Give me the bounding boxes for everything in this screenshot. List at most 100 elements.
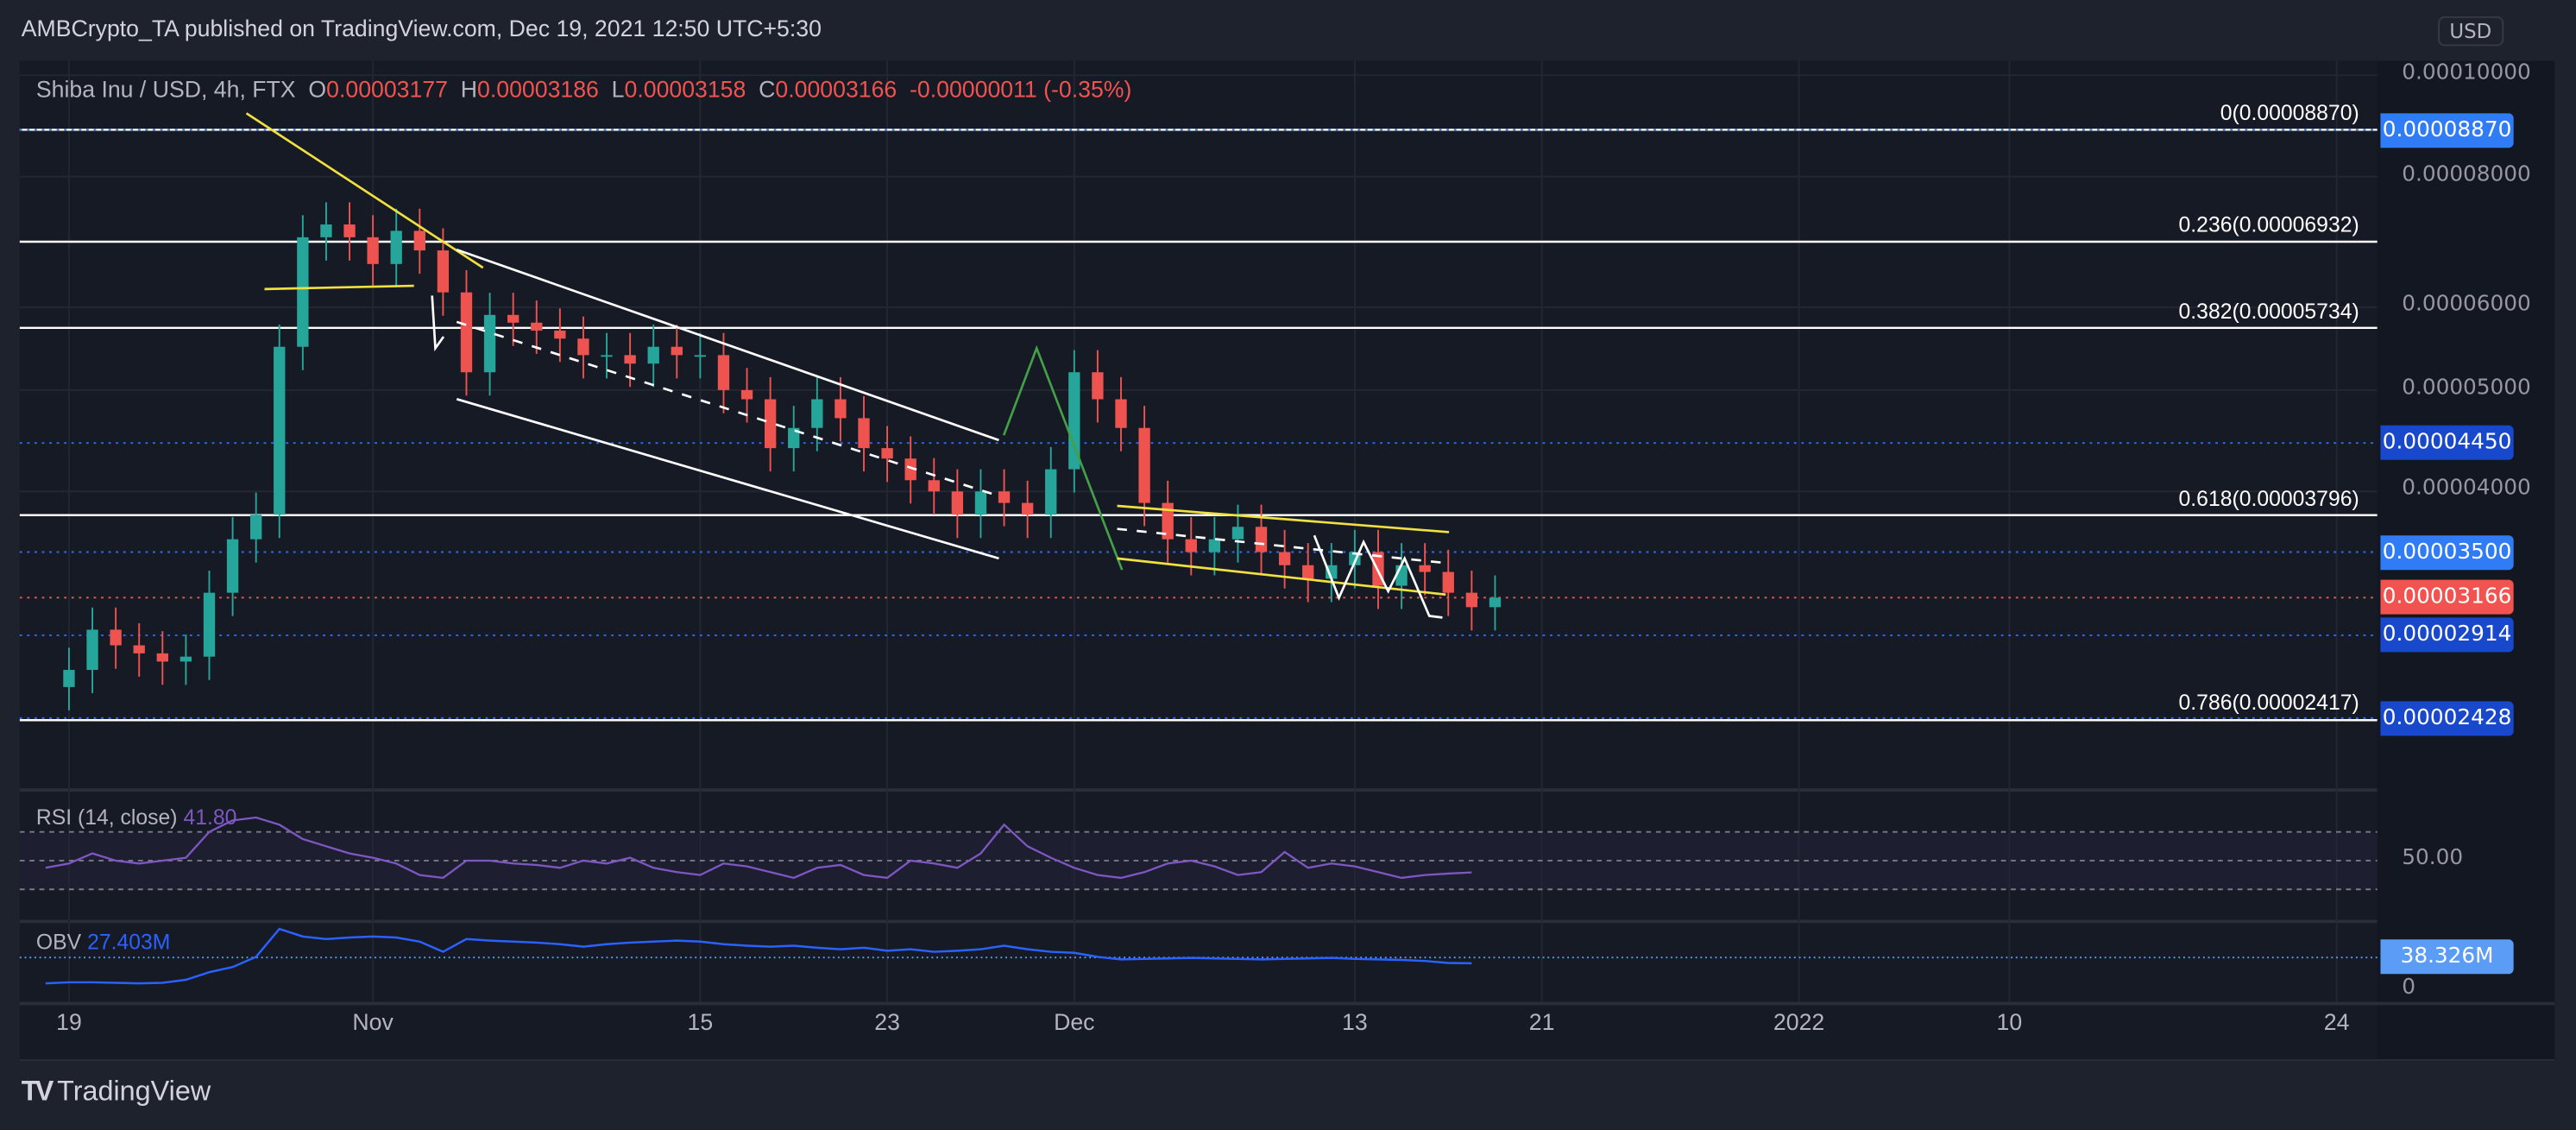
candle-body xyxy=(1068,372,1080,470)
rsi-label: RSI (14, close) xyxy=(35,805,178,830)
rsi-axis-label: 50.00 xyxy=(2402,845,2464,871)
time-axis-label: 2022 xyxy=(1773,1008,1825,1035)
candle-body xyxy=(460,292,473,373)
candle-body xyxy=(740,389,753,400)
time-axis-label: 23 xyxy=(874,1008,900,1035)
candle-body xyxy=(1419,565,1431,572)
price-tick-label: 0.00010000 xyxy=(2402,60,2531,85)
low-label: L xyxy=(611,75,625,102)
pane-separator xyxy=(19,788,2378,792)
candle-body xyxy=(1162,502,1174,540)
arrow-drawing xyxy=(431,295,445,352)
close-label: C xyxy=(759,75,776,102)
time-axis-label: 15 xyxy=(687,1008,714,1035)
candle-body xyxy=(437,250,450,293)
price-tag: 0.00003166 xyxy=(2380,580,2514,616)
price-tick-label: 0.00008000 xyxy=(2402,161,2531,187)
symbol-legend: Shiba Inu / USD, 4h, FTX O0.00003177 H0.… xyxy=(36,76,1132,102)
pane-separator xyxy=(19,1001,2555,1006)
candle-body xyxy=(156,653,168,662)
high-value: 0.00003186 xyxy=(477,75,599,102)
candle-body xyxy=(390,230,402,264)
obv-line xyxy=(45,927,1472,985)
obv-label: OBV xyxy=(35,929,82,955)
time-axis-label: 19 xyxy=(56,1008,82,1035)
time-axis-label: 24 xyxy=(2323,1008,2350,1035)
candle-body xyxy=(1255,527,1268,552)
pane-separator xyxy=(19,919,2378,924)
candle-body xyxy=(624,355,636,364)
candle-body xyxy=(577,338,589,356)
candle-body xyxy=(110,629,122,646)
green-impulse-line xyxy=(1002,344,1124,571)
logo-text: TradingView xyxy=(57,1076,211,1108)
candle-body xyxy=(974,491,987,515)
fib-level-label: 0(0.00008870) xyxy=(2220,100,2359,125)
publish-header: AMBCrypto_TA published on TradingView.co… xyxy=(21,15,822,41)
pane-separator xyxy=(19,1059,2555,1062)
candle-body xyxy=(1045,469,1057,515)
wedge-mid-line xyxy=(1117,527,1450,565)
low-value: 0.00003158 xyxy=(624,75,746,102)
candle-body xyxy=(507,314,520,323)
candle-body xyxy=(647,346,659,364)
candle-body xyxy=(203,592,216,657)
price-tick-label: 0.00006000 xyxy=(2402,292,2531,318)
high-label: H xyxy=(460,75,478,102)
time-axis-label: Dec xyxy=(1054,1008,1095,1035)
yellow-support-line xyxy=(264,284,414,291)
candle-body xyxy=(180,656,192,662)
zigzag-drawing xyxy=(1313,534,1443,619)
obv-value: 27.403M xyxy=(87,929,171,955)
price-tick-label: 0.00004000 xyxy=(2402,477,2531,502)
candle-body xyxy=(297,237,309,347)
price-tag: 0.00002914 xyxy=(2380,617,2514,653)
channel-lower-line xyxy=(456,398,999,560)
candle-body xyxy=(1208,539,1221,552)
candle-body xyxy=(531,322,543,331)
price-tick-label: 0.00005000 xyxy=(2402,375,2531,401)
candle-body xyxy=(1278,552,1291,565)
candle-body xyxy=(928,480,940,492)
candle-body xyxy=(788,427,800,449)
candle-body xyxy=(250,514,262,540)
candle-body xyxy=(881,448,893,459)
candle-body xyxy=(63,670,75,687)
price-tag: 0.00002428 xyxy=(2380,700,2514,735)
time-axis-label: 21 xyxy=(1528,1008,1555,1035)
tradingview-logo[interactable]: TV TradingView xyxy=(22,1076,211,1108)
open-value: 0.00003177 xyxy=(326,75,448,102)
price-tag: 0.00003500 xyxy=(2380,534,2514,570)
currency-button[interactable]: USD xyxy=(2438,16,2504,47)
time-axis-label: Nov xyxy=(352,1008,394,1035)
time-axis-label: 10 xyxy=(1996,1008,2023,1035)
price-tag: 0.00004450 xyxy=(2380,426,2514,461)
rsi-line xyxy=(45,816,1472,880)
candle-body xyxy=(1092,372,1104,400)
rsi-value: 41.80 xyxy=(183,805,237,830)
candle-body xyxy=(274,346,286,515)
candle-body xyxy=(671,346,683,356)
close-value: 0.00003166 xyxy=(775,75,898,102)
candle-body xyxy=(1115,399,1127,428)
candle-body xyxy=(1442,571,1454,593)
wedge-lower-line xyxy=(1117,557,1446,597)
price-tag: 0.00008870 xyxy=(2380,112,2514,148)
candle-body xyxy=(1231,527,1244,540)
yellow-trendline xyxy=(245,112,484,269)
candle-body xyxy=(1021,502,1034,515)
channel-mid-line xyxy=(456,320,999,497)
candle-body xyxy=(483,314,496,373)
candle-body xyxy=(904,458,916,481)
candle-body xyxy=(1185,539,1197,552)
candle-body xyxy=(413,230,425,251)
candle-body xyxy=(858,418,870,449)
candle-body xyxy=(1302,565,1314,579)
candle-body xyxy=(86,629,98,671)
change-value: -0.00000011 (-0.35%) xyxy=(910,75,1132,102)
fib-level-label: 0.786(0.00002417) xyxy=(2178,691,2359,716)
candle-body xyxy=(554,330,566,339)
candle-body xyxy=(367,237,379,264)
